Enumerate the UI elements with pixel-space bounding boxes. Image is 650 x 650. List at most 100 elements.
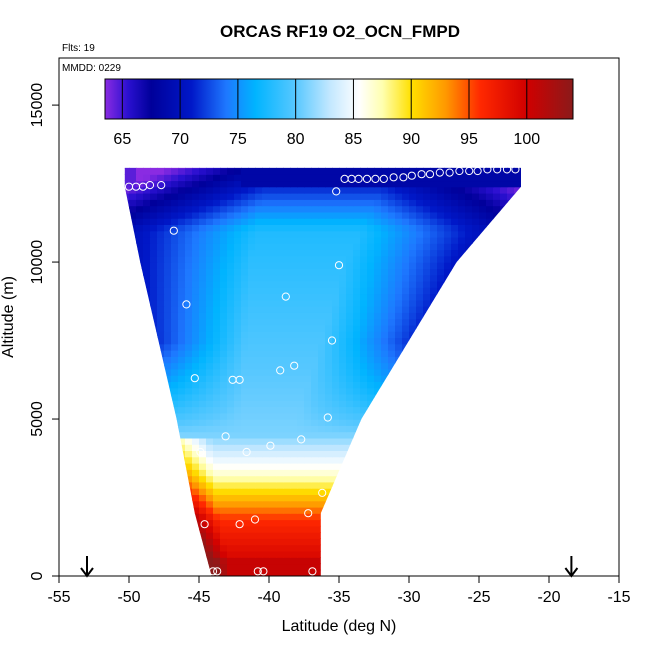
heatmap-cell (416, 306, 424, 313)
heatmap-cell (283, 356, 291, 364)
heatmap-cell (444, 218, 452, 225)
heatmap-cell (297, 167, 305, 169)
heatmap-cell (115, 476, 123, 483)
heatmap-cell (297, 563, 305, 571)
heatmap-cell (206, 293, 214, 301)
heatmap-cell (171, 205, 179, 213)
heatmap-cell (437, 274, 445, 282)
heatmap-cell (199, 481, 207, 489)
heatmap-cell (381, 400, 389, 408)
heatmap-cell (346, 387, 354, 395)
heatmap-cell (318, 230, 326, 238)
heatmap-cell (199, 475, 207, 483)
heatmap-cell (124, 532, 130, 539)
heatmap-cell (297, 475, 305, 483)
heatmap-cell (311, 532, 319, 539)
heatmap-cell (402, 362, 410, 370)
heatmap-cell (269, 343, 277, 351)
heatmap-cell (157, 506, 165, 514)
heatmap-cell (514, 475, 522, 483)
colorbar-tick-label: 70 (171, 131, 189, 148)
heatmap-cell (269, 406, 277, 414)
heatmap-cell (507, 456, 515, 464)
heatmap-cell (493, 393, 501, 401)
heatmap-cell (304, 167, 312, 175)
heatmap-cell (192, 481, 200, 489)
heatmap-cell (353, 211, 361, 219)
heatmap-cell (304, 337, 312, 345)
heatmap-cell (479, 538, 487, 546)
heatmap-cell (129, 557, 137, 565)
heatmap-cell (486, 532, 494, 539)
heatmap-cell (402, 199, 410, 207)
heatmap-cell (507, 475, 515, 483)
heatmap-cell (283, 324, 291, 332)
observation-point (354, 174, 363, 183)
heatmap-cell (388, 236, 396, 244)
heatmap-cell (451, 563, 459, 571)
heatmap-cell (192, 211, 200, 219)
heatmap-cell (290, 243, 298, 251)
heatmap-cell (514, 387, 522, 395)
heatmap-cell (346, 218, 354, 225)
heatmap-cell (325, 306, 333, 313)
heatmap-cell (360, 199, 368, 207)
heatmap-cell (290, 262, 298, 269)
heatmap-cell (290, 488, 298, 495)
heatmap-cell (409, 255, 417, 263)
heatmap-cell (115, 425, 123, 432)
heatmap-cell (115, 268, 123, 275)
heatmap-cell (297, 381, 305, 389)
heatmap-cell (451, 174, 459, 182)
heatmap-cell (479, 268, 487, 276)
heatmap-cell (206, 230, 214, 238)
heatmap-cell (367, 519, 375, 527)
heatmap-cell (248, 180, 256, 188)
heatmap-cell (178, 481, 186, 489)
heatmap-cell (458, 262, 466, 269)
heatmap-cell (157, 557, 165, 565)
heatmap-cell (360, 437, 368, 445)
heatmap-cell (220, 412, 228, 420)
heatmap-cell (416, 450, 424, 458)
heatmap-cell (178, 337, 186, 345)
heatmap-cell (402, 312, 410, 320)
heatmap-cell (514, 494, 522, 502)
heatmap-cell (276, 469, 284, 477)
heatmap-cell (507, 218, 515, 225)
heatmap-cell (507, 375, 515, 382)
heatmap-cell (521, 268, 522, 276)
heatmap-cell (395, 463, 403, 470)
heatmap-cell (171, 450, 179, 458)
heatmap-cell (409, 488, 417, 495)
heatmap-cell (115, 375, 123, 382)
heatmap-cell (199, 563, 207, 571)
heatmap-cell (437, 211, 445, 219)
heatmap-cell (458, 494, 466, 502)
heatmap-cell (124, 306, 130, 313)
heatmap-cell (164, 412, 172, 420)
heatmap-cell (297, 356, 305, 364)
heatmap-cell (318, 481, 326, 489)
heatmap-cell (269, 569, 277, 576)
heatmap-cell (430, 230, 438, 238)
heatmap-cell (395, 431, 403, 439)
heatmap-cell (360, 444, 368, 451)
heatmap-cell (227, 318, 235, 326)
heatmap-cell (311, 569, 319, 576)
heatmap-cell (458, 488, 466, 495)
heatmap-cell (479, 230, 487, 238)
heatmap-cell (290, 230, 298, 238)
heatmap-cell (430, 525, 438, 533)
heatmap-cell (157, 500, 165, 508)
heatmap-cell (136, 500, 144, 508)
heatmap-cell (192, 255, 200, 263)
heatmap-cell (297, 306, 305, 313)
heatmap-cell (143, 393, 151, 401)
heatmap-cell (409, 393, 417, 401)
heatmap-cell (241, 318, 249, 326)
heatmap-cell (241, 463, 249, 470)
heatmap-cell (136, 274, 144, 282)
heatmap-cell (269, 274, 277, 282)
heatmap-cell (521, 318, 522, 326)
